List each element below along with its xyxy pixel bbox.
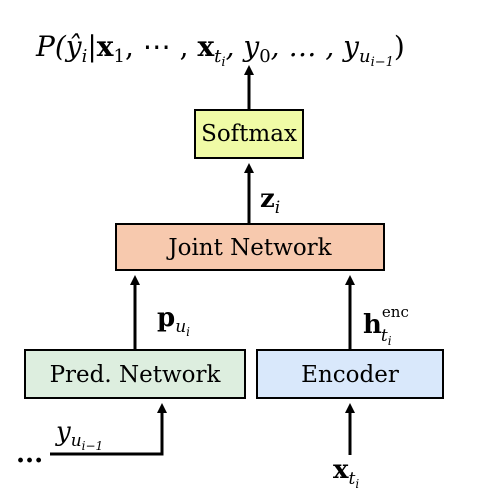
y-input-label: yui−1 (55, 417, 103, 453)
pred-network-box: Pred. Network (24, 349, 246, 399)
x-input-label: xti (333, 455, 359, 491)
z-label: zi (260, 184, 280, 218)
output-probability-label: P(ŷi|x1, ⋯ , xti, y0, … , yui−1) (35, 30, 405, 70)
softmax-box-rect (194, 109, 304, 159)
arrow-y-to-pred (50, 403, 167, 456)
pred-network-box-rect (24, 349, 246, 399)
joint-network-box: Joint Network (115, 223, 385, 271)
softmax-label: Softmax (201, 121, 297, 147)
encoder-label: Encoder (301, 362, 399, 388)
joint-network-box-rect (115, 223, 385, 271)
ellipsis-dots: ... (16, 439, 43, 469)
softmax-box: Softmax (194, 109, 304, 159)
encoder-box-rect (256, 349, 444, 399)
encoder-box: Encoder (256, 349, 444, 399)
pred-network-label: Pred. Network (50, 362, 222, 388)
h-label: henc ti (363, 303, 409, 348)
p-label: pui (157, 303, 190, 339)
joint-network-label: Joint Network (166, 235, 332, 261)
